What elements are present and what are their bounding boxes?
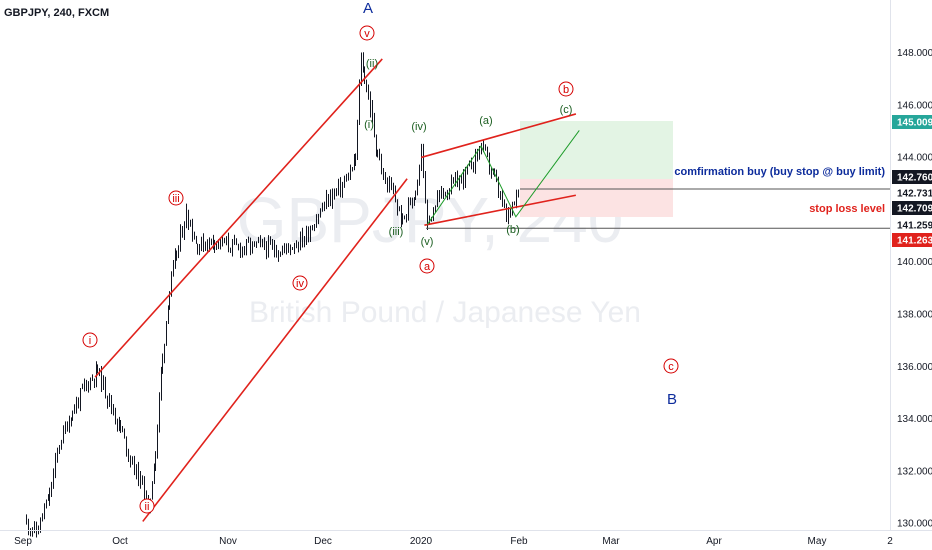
price-tag-bg <box>892 186 932 200</box>
wave-label-A: A <box>363 0 373 17</box>
price-tag-bg <box>892 170 932 184</box>
wave-labels: iiiiiiivvabc(i)(ii)(iii)(iv)(v)(a)(b)(c)… <box>82 0 679 514</box>
price-tags: 145.009 142.760 142.731 142.709 141.259 141.2… <box>892 115 932 247</box>
wave-label-green-a: (a) <box>479 115 492 127</box>
price-tag-bg <box>892 218 932 232</box>
channel-line <box>142 178 408 522</box>
time-tick-label: Apr <box>706 536 722 547</box>
time-tick-label: Feb <box>510 536 528 547</box>
channel-line <box>94 58 383 378</box>
wave-label-iii-circle <box>168 190 184 206</box>
time-tick-label: Sep <box>14 536 32 547</box>
price-tick-label: 144.000 <box>897 153 932 164</box>
wave-label-B: B <box>667 391 677 408</box>
wave-label-b: b <box>563 84 569 96</box>
wave-label-c: c <box>668 361 674 373</box>
wave-label-a-circle <box>419 258 435 274</box>
price-tick-label: 130.000 <box>897 519 932 530</box>
price-tag-label: 142.731 <box>897 189 932 200</box>
time-tick-label: Nov <box>219 536 237 547</box>
price-tag-label: 142.760 <box>897 173 932 184</box>
wave-label-ii: ii <box>145 501 150 513</box>
wave-label-green-iv: (iv) <box>411 121 426 133</box>
price-tick-label: 134.000 <box>897 414 932 425</box>
wave-label-green-b: (b) <box>506 224 519 236</box>
trade-zone <box>520 121 673 217</box>
projection-path <box>426 130 580 225</box>
wave-label-c-circle <box>663 358 679 374</box>
wave-label-green-ii: (ii) <box>366 58 378 70</box>
price-tick-label: 132.000 <box>897 466 932 477</box>
price-tick-label: 146.000 <box>897 100 932 111</box>
symbol-header: GBPJPY, 240, FXCM <box>4 7 109 19</box>
price-tag-label: 145.009 <box>897 118 932 129</box>
price-tick-label: 140.000 <box>897 257 932 268</box>
price-tag-label: 141.263 <box>897 236 932 247</box>
wave-label-i-circle <box>82 332 98 348</box>
price-tag-bg <box>892 233 932 247</box>
wave-label-green-c: (c) <box>560 104 573 116</box>
time-tick-label: 2 <box>887 536 893 547</box>
price-tag-label: 142.709 <box>897 204 932 215</box>
wave-label-v: v <box>364 28 370 40</box>
time-tick-label: Dec <box>314 536 332 547</box>
price-tag-bg <box>892 201 932 215</box>
watermark-description: British Pound / Japanese Yen <box>249 296 641 329</box>
price-tag-label: 141.259 <box>897 221 932 232</box>
time-tick-label: Oct <box>112 536 128 547</box>
time-axis[interactable]: Sep Oct Nov Dec 2020 Feb Mar Apr May 2 <box>14 536 893 547</box>
stop-loss-note: stop loss level <box>809 203 885 215</box>
time-tick-label: Mar <box>602 536 620 547</box>
wave-label-green-iii: (iii) <box>389 226 404 238</box>
wave-label-green-i: (i) <box>364 119 374 131</box>
wave-label-ii-circle <box>139 498 155 514</box>
price-candles <box>26 52 519 538</box>
price-tick-label: 136.000 <box>897 362 932 373</box>
chart-lines <box>94 58 890 522</box>
time-tick-label: May <box>808 536 827 547</box>
time-tick-label: 2020 <box>410 536 433 547</box>
wave-label-iii: iii <box>172 193 179 205</box>
stop-zone <box>520 179 673 217</box>
price-tag-bg <box>892 115 932 129</box>
channel-line <box>420 113 577 159</box>
wave-label-iv-circle <box>292 275 308 291</box>
wave-label-i: i <box>89 335 91 347</box>
wave-label-iv: iv <box>296 278 304 290</box>
price-tick-label: 148.000 <box>897 48 932 59</box>
wave-label-b-circle <box>558 81 574 97</box>
wave-label-a: a <box>424 261 431 273</box>
confirmation-note: comfirmation buy (buy stop @ buy limit) <box>674 166 885 178</box>
price-tick-label: 138.000 <box>897 310 932 321</box>
target-zone <box>520 121 673 179</box>
channel-line <box>424 194 576 226</box>
wave-label-green-v: (v) <box>421 236 434 248</box>
wave-label-v-circle <box>359 25 375 41</box>
